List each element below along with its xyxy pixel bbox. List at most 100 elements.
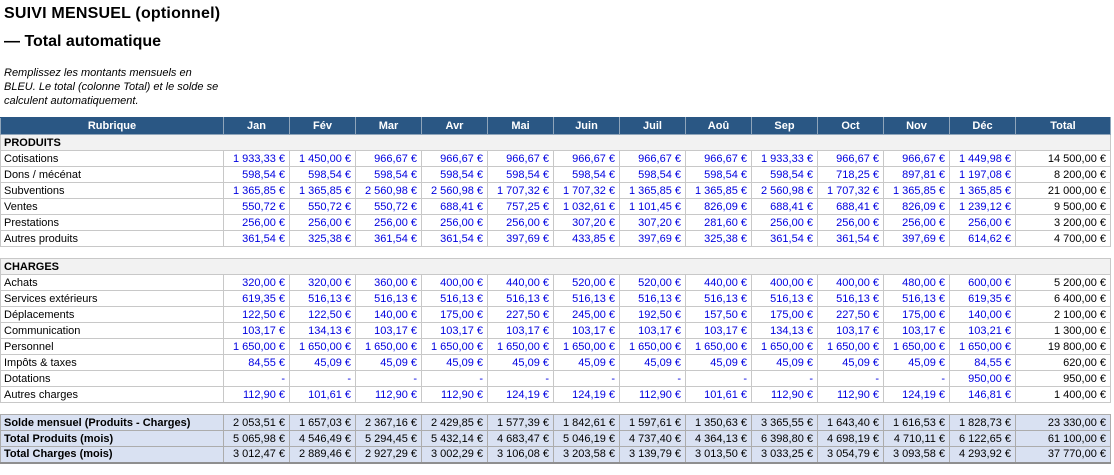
- value-cell[interactable]: 1 365,85 €: [883, 182, 950, 199]
- value-cell[interactable]: 84,55 €: [223, 354, 290, 371]
- value-cell[interactable]: 966,67 €: [883, 150, 950, 167]
- value-cell[interactable]: 103,17 €: [223, 322, 290, 339]
- value-cell[interactable]: 1 650,00 €: [685, 338, 752, 355]
- value-cell[interactable]: 598,54 €: [487, 166, 554, 183]
- value-cell[interactable]: 140,00 €: [949, 306, 1016, 323]
- value-cell[interactable]: 688,41 €: [817, 198, 884, 215]
- value-cell[interactable]: 361,54 €: [421, 230, 488, 247]
- value-cell[interactable]: 966,67 €: [487, 150, 554, 167]
- value-cell[interactable]: 516,13 €: [751, 290, 818, 307]
- value-cell[interactable]: 1 365,85 €: [223, 182, 290, 199]
- value-cell[interactable]: 826,09 €: [685, 198, 752, 215]
- value-cell[interactable]: 2 560,98 €: [355, 182, 422, 199]
- value-cell[interactable]: 175,00 €: [883, 306, 950, 323]
- value-cell[interactable]: 1 933,33 €: [223, 150, 290, 167]
- value-cell[interactable]: 1 450,00 €: [289, 150, 356, 167]
- value-cell[interactable]: 520,00 €: [553, 274, 620, 291]
- value-cell[interactable]: 516,13 €: [817, 290, 884, 307]
- value-cell[interactable]: 134,13 €: [751, 322, 818, 339]
- value-cell[interactable]: 614,62 €: [949, 230, 1016, 247]
- value-cell[interactable]: 1 707,32 €: [553, 182, 620, 199]
- value-cell[interactable]: 400,00 €: [817, 274, 884, 291]
- value-cell[interactable]: 516,13 €: [421, 290, 488, 307]
- value-cell[interactable]: 1 650,00 €: [751, 338, 818, 355]
- value-cell[interactable]: 103,17 €: [685, 322, 752, 339]
- value-cell[interactable]: -: [751, 370, 818, 387]
- value-cell[interactable]: 897,81 €: [883, 166, 950, 183]
- value-cell[interactable]: 550,72 €: [355, 198, 422, 215]
- value-cell[interactable]: 966,67 €: [355, 150, 422, 167]
- value-cell[interactable]: 134,13 €: [289, 322, 356, 339]
- value-cell[interactable]: 1 650,00 €: [883, 338, 950, 355]
- value-cell[interactable]: 1 650,00 €: [619, 338, 686, 355]
- value-cell[interactable]: 157,50 €: [685, 306, 752, 323]
- value-cell[interactable]: 45,09 €: [685, 354, 752, 371]
- value-cell[interactable]: 103,17 €: [421, 322, 488, 339]
- value-cell[interactable]: 103,17 €: [883, 322, 950, 339]
- value-cell[interactable]: 516,13 €: [619, 290, 686, 307]
- value-cell[interactable]: 400,00 €: [751, 274, 818, 291]
- value-cell[interactable]: 1 650,00 €: [487, 338, 554, 355]
- value-cell[interactable]: 256,00 €: [223, 214, 290, 231]
- value-cell[interactable]: 826,09 €: [883, 198, 950, 215]
- value-cell[interactable]: 45,09 €: [289, 354, 356, 371]
- value-cell[interactable]: 45,09 €: [553, 354, 620, 371]
- value-cell[interactable]: 112,90 €: [751, 386, 818, 403]
- value-cell[interactable]: 1 365,85 €: [289, 182, 356, 199]
- value-cell[interactable]: 122,50 €: [223, 306, 290, 323]
- value-cell[interactable]: 688,41 €: [751, 198, 818, 215]
- value-cell[interactable]: 281,60 €: [685, 214, 752, 231]
- value-cell[interactable]: 256,00 €: [751, 214, 818, 231]
- value-cell[interactable]: 950,00 €: [949, 370, 1016, 387]
- value-cell[interactable]: 757,25 €: [487, 198, 554, 215]
- value-cell[interactable]: 598,54 €: [619, 166, 686, 183]
- value-cell[interactable]: 619,35 €: [949, 290, 1016, 307]
- value-cell[interactable]: 122,50 €: [289, 306, 356, 323]
- value-cell[interactable]: 175,00 €: [421, 306, 488, 323]
- value-cell[interactable]: 361,54 €: [817, 230, 884, 247]
- value-cell[interactable]: 146,81 €: [949, 386, 1016, 403]
- value-cell[interactable]: 1 197,08 €: [949, 166, 1016, 183]
- value-cell[interactable]: 397,69 €: [883, 230, 950, 247]
- value-cell[interactable]: 598,54 €: [289, 166, 356, 183]
- value-cell[interactable]: -: [223, 370, 290, 387]
- value-cell[interactable]: 45,09 €: [487, 354, 554, 371]
- value-cell[interactable]: 516,13 €: [685, 290, 752, 307]
- value-cell[interactable]: 1 707,32 €: [487, 182, 554, 199]
- value-cell[interactable]: 520,00 €: [619, 274, 686, 291]
- value-cell[interactable]: 433,85 €: [553, 230, 620, 247]
- value-cell[interactable]: 307,20 €: [619, 214, 686, 231]
- value-cell[interactable]: 440,00 €: [685, 274, 752, 291]
- value-cell[interactable]: 103,17 €: [355, 322, 422, 339]
- value-cell[interactable]: -: [553, 370, 620, 387]
- value-cell[interactable]: 112,90 €: [223, 386, 290, 403]
- value-cell[interactable]: 325,38 €: [289, 230, 356, 247]
- value-cell[interactable]: 2 560,98 €: [751, 182, 818, 199]
- value-cell[interactable]: 103,21 €: [949, 322, 1016, 339]
- value-cell[interactable]: 361,54 €: [223, 230, 290, 247]
- value-cell[interactable]: 516,13 €: [553, 290, 620, 307]
- value-cell[interactable]: 256,00 €: [883, 214, 950, 231]
- value-cell[interactable]: 245,00 €: [553, 306, 620, 323]
- value-cell[interactable]: 192,50 €: [619, 306, 686, 323]
- value-cell[interactable]: 1 449,98 €: [949, 150, 1016, 167]
- value-cell[interactable]: 516,13 €: [289, 290, 356, 307]
- value-cell[interactable]: 124,19 €: [553, 386, 620, 403]
- value-cell[interactable]: 103,17 €: [487, 322, 554, 339]
- value-cell[interactable]: 2 560,98 €: [421, 182, 488, 199]
- value-cell[interactable]: 320,00 €: [223, 274, 290, 291]
- value-cell[interactable]: -: [619, 370, 686, 387]
- value-cell[interactable]: 45,09 €: [883, 354, 950, 371]
- value-cell[interactable]: 598,54 €: [553, 166, 620, 183]
- value-cell[interactable]: 256,00 €: [355, 214, 422, 231]
- value-cell[interactable]: 45,09 €: [421, 354, 488, 371]
- value-cell[interactable]: 360,00 €: [355, 274, 422, 291]
- value-cell[interactable]: 1 365,85 €: [949, 182, 1016, 199]
- value-cell[interactable]: 598,54 €: [751, 166, 818, 183]
- value-cell[interactable]: 112,90 €: [817, 386, 884, 403]
- value-cell[interactable]: 516,13 €: [355, 290, 422, 307]
- value-cell[interactable]: 103,17 €: [553, 322, 620, 339]
- value-cell[interactable]: 140,00 €: [355, 306, 422, 323]
- value-cell[interactable]: 1 032,61 €: [553, 198, 620, 215]
- value-cell[interactable]: 550,72 €: [289, 198, 356, 215]
